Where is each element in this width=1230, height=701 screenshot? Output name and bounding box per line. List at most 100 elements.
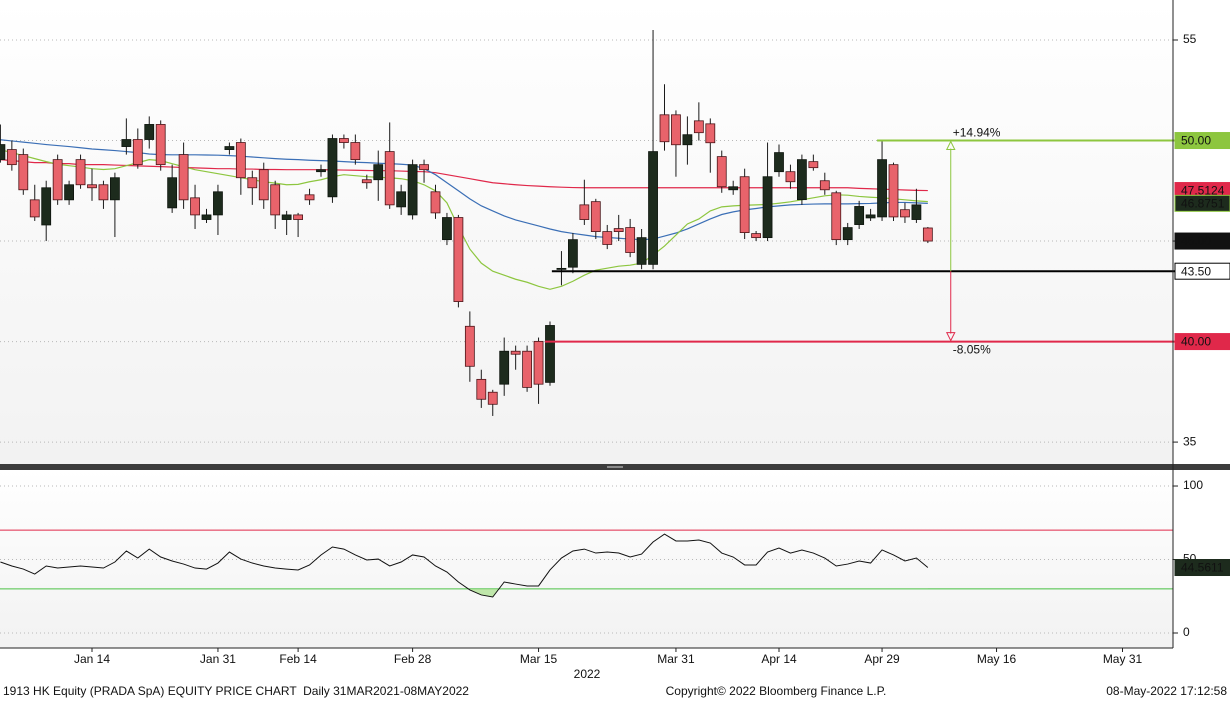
y-tick-label: 35 (1183, 434, 1197, 448)
footer-center: Copyright© 2022 Bloomberg Finance L.P. (666, 684, 887, 698)
candle-body-down (453, 217, 464, 302)
candle-body-down (430, 191, 441, 214)
divider-grip[interactable] (607, 466, 623, 468)
candle-body-down (888, 164, 899, 218)
marks-layer (0, 29, 1230, 598)
candle-body-up (213, 191, 223, 216)
candle-body-up (41, 187, 52, 226)
price-level-label-box (1174, 132, 1230, 150)
candle-body-up (407, 164, 418, 216)
x-tick-label: Apr 14 (761, 652, 797, 666)
candle-body-down (533, 340, 544, 385)
candle-body-up (144, 124, 155, 140)
candle-body-up (865, 214, 876, 219)
candle-body-down (476, 378, 487, 400)
price-level-label: 43.50 (1181, 264, 1211, 278)
candle-body-up (281, 214, 292, 220)
candle-body-down (52, 159, 63, 201)
candle-body-down (922, 227, 933, 242)
x-tick-label: Jan 31 (200, 652, 236, 666)
candle-body-down (75, 159, 86, 186)
candle-body-down (785, 171, 796, 183)
candle-body-up (64, 184, 74, 201)
moving-average-line (0, 159, 928, 192)
last-price-label-box (1174, 232, 1230, 250)
candle-body-up (201, 214, 212, 220)
candle-body-down (258, 169, 269, 201)
rsi-last-label-box (1174, 559, 1230, 577)
x-tick-label: May 31 (1103, 652, 1143, 666)
x-tick-label: Feb 28 (394, 652, 432, 666)
candle-body-down (293, 214, 304, 220)
price-panel (0, 0, 1173, 464)
candle-body-down (235, 142, 246, 179)
candle-body-down (671, 114, 681, 146)
candle-body-down (900, 209, 910, 218)
candle-body-up (167, 177, 178, 209)
candle-body-down (819, 180, 830, 191)
candle-body-up (854, 206, 865, 225)
price-level-label-box (1174, 262, 1230, 280)
y-tick-label: 55 (1183, 32, 1197, 46)
moving-average-line (0, 139, 928, 241)
candle-body-down (350, 142, 361, 161)
rsi-panel (0, 470, 1173, 648)
candle-body-down (751, 233, 761, 239)
footer-right: 08-May-2022 17:12:58 (1106, 684, 1227, 698)
candle-body-up (797, 159, 807, 201)
candle-body-down (659, 114, 670, 143)
x-tick-label: May 16 (977, 652, 1017, 666)
candle-body-down (384, 151, 395, 206)
change-arrowhead (945, 332, 956, 342)
candle-body-down (510, 350, 521, 355)
change-arrowhead (945, 140, 956, 151)
candle-body-up (774, 152, 784, 173)
candle-body-down (18, 154, 29, 191)
change-label: +14.94% (953, 126, 1001, 140)
candle-body-down (190, 197, 200, 216)
ma-last-label: 46.8751 (1181, 197, 1225, 211)
candle-body-down (338, 138, 349, 143)
candle-body-down (6, 149, 17, 166)
candle-body-down (739, 176, 750, 234)
candle-body-up (842, 227, 853, 241)
ma-last-label: 47.5124 (1181, 184, 1225, 198)
candle-body-down (270, 184, 281, 216)
candle-body-down (625, 227, 636, 253)
candle-body-down (602, 231, 613, 245)
last-price-label: 45.00 (1181, 234, 1211, 248)
candle-body-down (579, 204, 590, 220)
candle-body-up (556, 267, 567, 270)
change-label: -8.05% (953, 343, 991, 357)
price-level-label-box (1174, 333, 1230, 351)
candle-body-up (121, 139, 132, 147)
candle-body-down (808, 161, 819, 169)
candle-body-down (361, 179, 372, 184)
candle-body-up (877, 159, 887, 218)
candle-body-down (87, 184, 97, 189)
candle-body-up (728, 186, 739, 191)
candle-body-down (705, 123, 716, 144)
candle-body-up (110, 177, 120, 201)
candle-body-down (831, 192, 842, 241)
candle-body-up (682, 134, 693, 146)
candle-body-down (487, 391, 498, 405)
candle-body-down (98, 184, 109, 201)
candle-body-up (499, 350, 510, 385)
candle-body-down (247, 177, 258, 189)
candle-body-up (568, 239, 578, 268)
candle-body-up (442, 217, 452, 241)
candle-body-down (304, 194, 315, 201)
x-tick-label: Apr 29 (864, 652, 900, 666)
x-tick-label: Mar 31 (657, 652, 695, 666)
price-level-label: 40.00 (1181, 335, 1211, 349)
candle-body-down (155, 124, 166, 166)
candle-body-up (762, 176, 773, 239)
price-level-label: 50.00 (1181, 134, 1211, 148)
candle-body-down (613, 228, 624, 232)
candle-body-up (396, 191, 407, 208)
